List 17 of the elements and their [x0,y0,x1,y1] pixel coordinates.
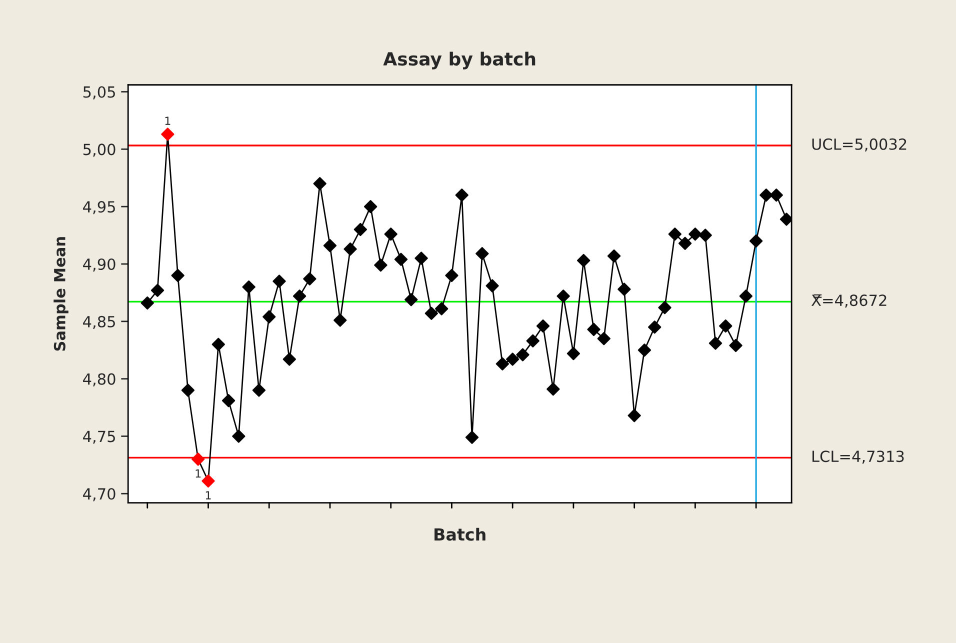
y-tick-label: 5,05 [83,86,115,100]
ref-line-label: LCL=4,7313 [812,450,904,464]
y-tick-label: 4,75 [83,430,115,444]
y-tick-label: 4,90 [83,258,116,272]
y-axis-title: Sample Mean [54,237,68,351]
ref-line-label: UCL=5,0032 [812,138,906,152]
y-tick-label: 4,85 [83,316,115,329]
chart-title: Assay by batch [383,52,536,70]
ref-line-label: X̿=4,8672 [811,294,886,308]
annotation: 1 [165,116,170,125]
x-axis-title: Batch [434,528,486,541]
y-tick-label: 5,00 [83,144,116,157]
y-tick-label: 4,70 [83,488,116,502]
annotation: 1 [196,469,201,478]
annotation: 1 [206,491,211,500]
y-tick-label: 4,95 [83,201,115,214]
y-tick-label: 4,80 [83,373,116,386]
